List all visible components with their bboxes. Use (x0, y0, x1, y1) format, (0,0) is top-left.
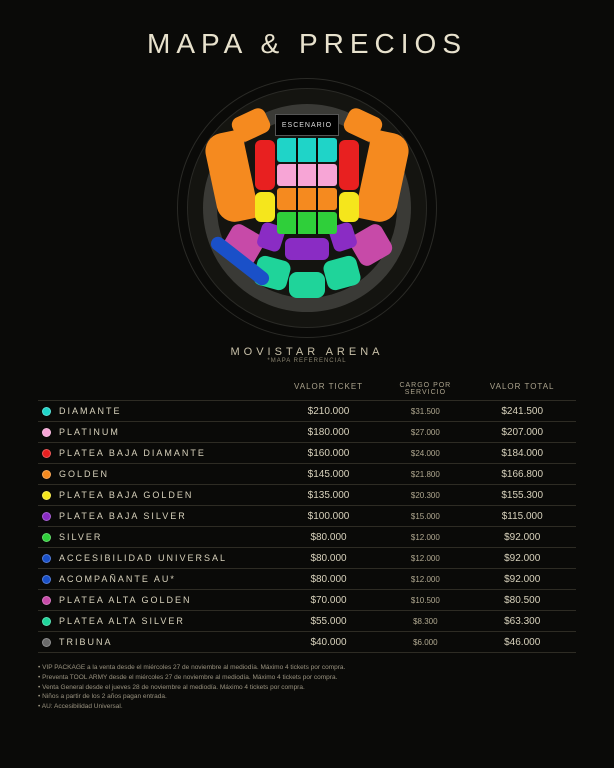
service-fee: $8.300 (382, 617, 468, 626)
total-price: $92.000 (468, 553, 576, 564)
ticket-price: $80.000 (275, 574, 383, 585)
ticket-price: $70.000 (275, 595, 383, 606)
floor-diam (277, 138, 337, 162)
table-row: GOLDEN$145.000$21.800$166.800 (38, 463, 576, 484)
category-dot (42, 449, 51, 458)
service-fee: $12.000 (382, 533, 468, 542)
category-name: TRIBUNA (59, 637, 275, 647)
category-name: PLATEA BAJA DIAMANTE (59, 448, 275, 458)
table-row: ACOMPAÑANTE AU*$80.000$12.000$92.000 (38, 568, 576, 589)
table-row: PLATEA BAJA DIAMANTE$160.000$24.000$184.… (38, 442, 576, 463)
map-reference-note: *MAPA REFERENCIAL (38, 358, 576, 364)
ticket-price: $145.000 (275, 469, 383, 480)
ticket-price: $80.000 (275, 532, 383, 543)
category-name: PLATEA BAJA GOLDEN (59, 490, 275, 500)
table-row: PLATEA BAJA GOLDEN$135.000$20.300$155.30… (38, 484, 576, 505)
total-price: $184.000 (468, 448, 576, 459)
category-name: SILVER (59, 532, 275, 542)
category-dot (42, 491, 51, 500)
table-row: DIAMANTE$210.000$31.500$241.500 (38, 400, 576, 421)
category-name: PLATEA BAJA SILVER (59, 511, 275, 521)
baja-diam-l (255, 140, 275, 190)
category-dot (42, 575, 51, 584)
service-fee: $27.000 (382, 428, 468, 437)
category-dot (42, 407, 51, 416)
service-fee: $12.000 (382, 575, 468, 584)
category-name: PLATEA ALTA GOLDEN (59, 595, 275, 605)
total-price: $92.000 (468, 532, 576, 543)
category-name: ACOMPAÑANTE AU* (59, 574, 275, 584)
total-price: $46.000 (468, 637, 576, 648)
category-name: ACCESIBILIDAD UNIVERSAL (59, 553, 275, 563)
footnote-line: VIP PACKAGE a la venta desde el miércole… (38, 663, 576, 673)
table-header: VALOR TICKET CARGO POR SERVICIO VALOR TO… (38, 378, 576, 400)
seating-map: ESCENARIO (177, 78, 437, 338)
floor-silv (277, 212, 337, 234)
price-table: VALOR TICKET CARGO POR SERVICIO VALOR TO… (38, 378, 576, 653)
service-fee: $24.000 (382, 449, 468, 458)
alta-silver-c (289, 272, 325, 298)
total-price: $155.300 (468, 490, 576, 501)
ticket-price: $210.000 (275, 406, 383, 417)
service-fee: $6.000 (382, 638, 468, 647)
floor-gold (277, 188, 337, 210)
baja-diam-r (339, 140, 359, 190)
category-name: PLATEA ALTA SILVER (59, 616, 275, 626)
category-dot (42, 533, 51, 542)
total-price: $207.000 (468, 427, 576, 438)
footnote-line: Venta General desde el jueves 28 de novi… (38, 683, 576, 693)
page-title: MAPA & PRECIOS (38, 28, 576, 60)
baja-silv-c (285, 238, 329, 260)
service-fee: $21.800 (382, 470, 468, 479)
category-dot (42, 428, 51, 437)
ticket-price: $180.000 (275, 427, 383, 438)
table-row: PLATINUM$180.000$27.000$207.000 (38, 421, 576, 442)
category-dot (42, 617, 51, 626)
baja-gold-r (339, 192, 359, 222)
stage-label: ESCENARIO (275, 114, 339, 136)
category-dot (42, 554, 51, 563)
header-ticket: VALOR TICKET (275, 382, 383, 396)
total-price: $92.000 (468, 574, 576, 585)
footnote-line: Preventa TOOL ARMY desde el miércoles 27… (38, 673, 576, 683)
header-total: VALOR TOTAL (468, 382, 576, 396)
service-fee: $20.300 (382, 491, 468, 500)
category-dot (42, 512, 51, 521)
service-fee: $31.500 (382, 407, 468, 416)
footnote-line: AU: Accesibilidad Universal. (38, 702, 576, 712)
footnote-line: Niños a partir de los 2 años pagan entra… (38, 692, 576, 702)
category-name: DIAMANTE (59, 406, 275, 416)
service-fee: $10.500 (382, 596, 468, 605)
total-price: $80.500 (468, 595, 576, 606)
category-name: PLATINUM (59, 427, 275, 437)
header-fee: CARGO POR SERVICIO (382, 382, 468, 396)
total-price: $63.300 (468, 616, 576, 627)
service-fee: $12.000 (382, 554, 468, 563)
table-row: PLATEA BAJA SILVER$100.000$15.000$115.00… (38, 505, 576, 526)
total-price: $166.800 (468, 469, 576, 480)
category-dot (42, 638, 51, 647)
table-row: ACCESIBILIDAD UNIVERSAL$80.000$12.000$92… (38, 547, 576, 568)
venue-name: MOVISTAR ARENA (38, 346, 576, 358)
total-price: $241.500 (468, 406, 576, 417)
category-dot (42, 596, 51, 605)
ticket-price: $135.000 (275, 490, 383, 501)
ticket-price: $160.000 (275, 448, 383, 459)
baja-gold-l (255, 192, 275, 222)
table-row: SILVER$80.000$12.000$92.000 (38, 526, 576, 547)
total-price: $115.000 (468, 511, 576, 522)
ticket-price: $40.000 (275, 637, 383, 648)
ticket-price: $100.000 (275, 511, 383, 522)
table-row: TRIBUNA$40.000$6.000$46.000 (38, 631, 576, 653)
category-name: GOLDEN (59, 469, 275, 479)
category-dot (42, 470, 51, 479)
service-fee: $15.000 (382, 512, 468, 521)
table-row: PLATEA ALTA SILVER$55.000$8.300$63.300 (38, 610, 576, 631)
footnotes: VIP PACKAGE a la venta desde el miércole… (38, 663, 576, 712)
floor-plat (277, 164, 337, 186)
ticket-price: $55.000 (275, 616, 383, 627)
ticket-price: $80.000 (275, 553, 383, 564)
table-row: PLATEA ALTA GOLDEN$70.000$10.500$80.500 (38, 589, 576, 610)
